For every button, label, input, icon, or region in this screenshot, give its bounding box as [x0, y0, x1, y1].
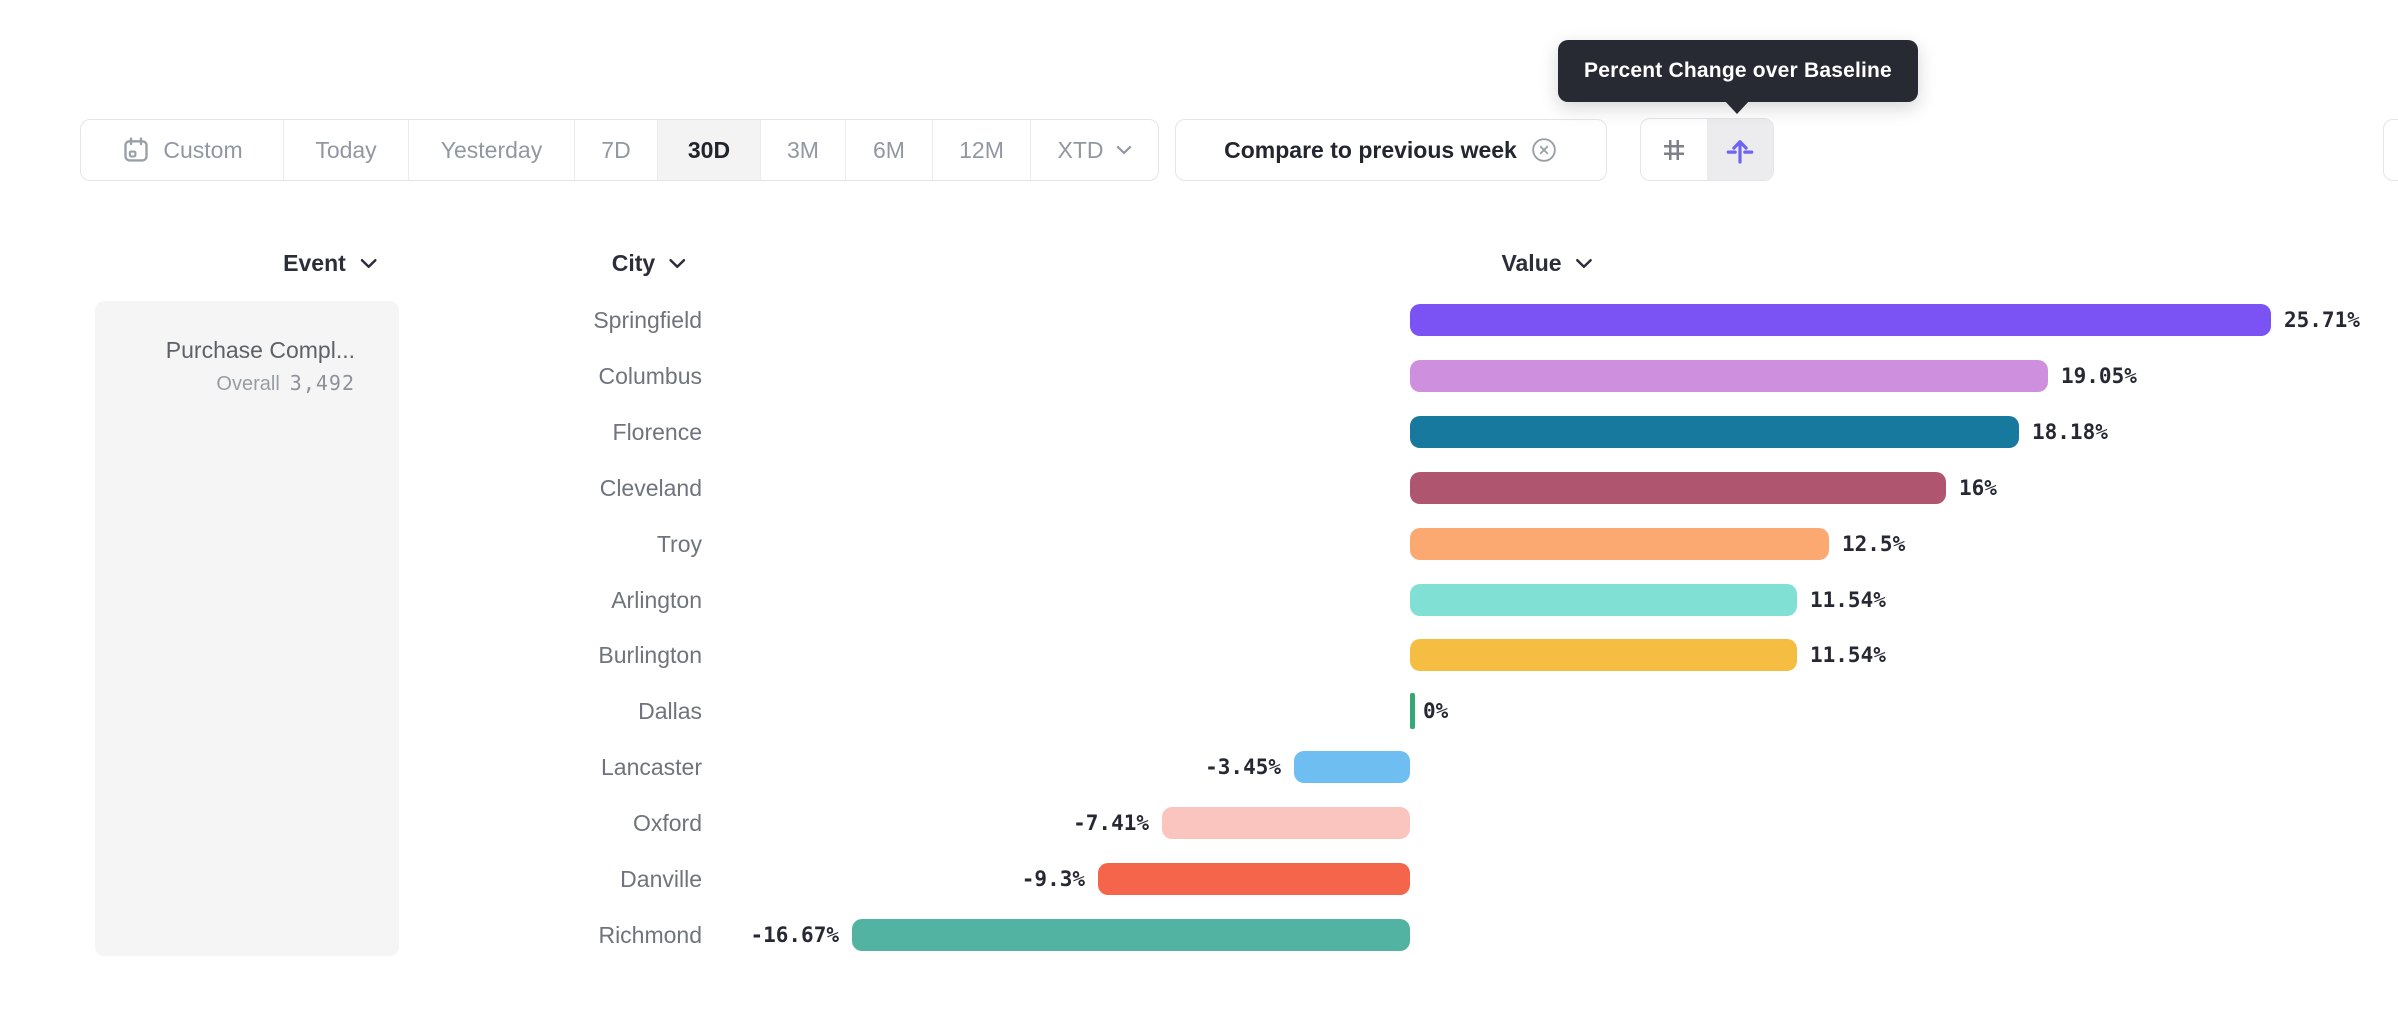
city-label-florence: Florence [612, 419, 702, 445]
bar-richmond[interactable] [852, 918, 1410, 951]
city-label-springfield: Springfield [593, 307, 702, 334]
compare-filter-label: Compare to previous week [1224, 136, 1517, 163]
compare-filter[interactable]: Compare to previous week [1175, 119, 1607, 181]
bar-florence[interactable] [1410, 416, 2019, 448]
bar-dallas[interactable] [1410, 693, 1415, 730]
range-label: XTD [1057, 136, 1104, 163]
bar-value-label: -7.41% [1073, 810, 1149, 835]
city-label-oxford: Oxford [632, 809, 702, 836]
date-range-picker: Custom Today Yesterday 7D 30D 3M 6M 12M XTD [80, 119, 1159, 181]
bar-value-label: 16% [1959, 475, 1997, 500]
event-overall: Overall 3,492 [95, 369, 355, 398]
toggle-absolute-numbers[interactable] [1641, 119, 1707, 180]
bar-arlington[interactable] [1410, 583, 1797, 616]
city-label-richmond: Richmond [598, 921, 702, 948]
bar-burlington[interactable] [1410, 639, 1797, 672]
range-3m[interactable]: 3M [761, 120, 846, 180]
range-label: 7D [601, 136, 631, 163]
range-custom[interactable]: Custom [81, 120, 284, 180]
event-header-label: Event [283, 249, 346, 276]
bar-springfield[interactable] [1410, 304, 2271, 337]
bar-value-label: -9.3% [1021, 866, 1085, 891]
range-7d[interactable]: 7D [575, 120, 658, 180]
bar-value-label: -16.67% [750, 922, 839, 947]
city-label-arlington: Arlington [611, 586, 702, 613]
range-today[interactable]: Today [284, 120, 409, 180]
city-label-columbus: Columbus [598, 363, 702, 390]
city-label-troy: Troy [656, 530, 702, 557]
bar-value-label: 11.54% [1810, 643, 1886, 668]
overall-value: 3,492 [289, 371, 355, 395]
bar-value-label: -3.45% [1205, 755, 1281, 780]
partial-button-right-edge[interactable] [2383, 119, 2398, 181]
city-label-dallas: Dallas [638, 698, 702, 725]
overall-label: Overall [216, 373, 280, 395]
chevron-down-icon [1576, 258, 1592, 268]
city-label-danville: Danville [620, 865, 702, 892]
flip-arrow-icon [1726, 139, 1754, 164]
bar-value-label: 0% [1423, 699, 1449, 724]
tooltip-percent-change: Percent Change over Baseline [1558, 40, 1918, 102]
column-header-event[interactable]: Event [283, 248, 377, 278]
range-label: 12M [959, 136, 1004, 163]
range-yesterday[interactable]: Yesterday [409, 120, 575, 180]
tooltip-caret [1724, 100, 1750, 114]
bar-columbus[interactable] [1410, 360, 2048, 393]
range-30d[interactable]: 30D [658, 120, 761, 180]
chevron-down-icon [669, 258, 686, 268]
column-header-city[interactable]: City [612, 248, 686, 278]
city-label-burlington: Burlington [598, 642, 702, 669]
bar-value-label: 25.71% [2284, 308, 2360, 333]
range-xtd[interactable]: XTD [1031, 120, 1158, 180]
bar-troy[interactable] [1410, 527, 1829, 560]
range-label: 30D [687, 136, 731, 163]
value-header-label: Value [1501, 249, 1562, 276]
calendar-icon [124, 137, 149, 162]
range-label: Custom [163, 136, 243, 163]
city-label-lancaster: Lancaster [600, 754, 702, 781]
city-label-cleveland: Cleveland [599, 474, 702, 501]
bar-cleveland[interactable] [1410, 471, 1946, 504]
event-panel[interactable]: Purchase Compl... Overall 3,492 [95, 301, 399, 956]
city-header-label: City [611, 249, 656, 276]
bar-value-label: 18.18% [2032, 420, 2108, 444]
bar-lancaster[interactable] [1294, 751, 1410, 784]
bar-danville[interactable] [1098, 862, 1410, 895]
bar-oxford[interactable] [1162, 806, 1410, 839]
column-header-value[interactable]: Value [1501, 248, 1592, 278]
event-title: Purchase Compl... [165, 337, 355, 363]
range-6m[interactable]: 6M [846, 120, 933, 180]
toggle-percent-change-over-baseline[interactable] [1707, 119, 1773, 180]
range-label: 6M [873, 136, 905, 163]
bar-value-label: 12.5% [1842, 531, 1906, 556]
bar-value-label: 11.54% [1810, 587, 1886, 612]
range-label: 3M [787, 136, 819, 163]
hash-icon [1664, 139, 1684, 160]
range-label: Today [315, 136, 377, 163]
value-display-toggle [1640, 118, 1774, 181]
range-12m[interactable]: 12M [933, 120, 1031, 180]
circle-x-icon[interactable] [1530, 136, 1558, 164]
tooltip-text: Percent Change over Baseline [1584, 59, 1892, 82]
chevron-down-icon [1116, 145, 1131, 155]
bar-value-label: 19.05% [2061, 364, 2137, 389]
range-label: Yesterday [440, 136, 543, 163]
chevron-down-icon [360, 258, 377, 268]
